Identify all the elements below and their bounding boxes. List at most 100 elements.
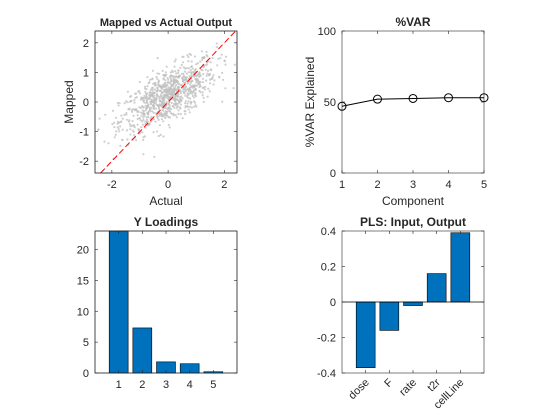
- scatter-point: [161, 85, 164, 88]
- scatter-point: [152, 95, 155, 98]
- bar: [426, 273, 447, 303]
- scatter-point: [133, 101, 136, 104]
- bar: [403, 301, 423, 306]
- x-axis-label: Actual: [149, 194, 182, 208]
- scatter-point: [119, 125, 122, 128]
- scatter-point: [111, 109, 115, 112]
- scatter-point: [177, 109, 180, 112]
- x-tick-label: 4: [445, 179, 451, 191]
- scatter-point: [129, 100, 132, 103]
- scatter-point: [166, 89, 169, 92]
- scatter-point: [190, 80, 193, 83]
- scatter-point: [151, 88, 154, 92]
- scatter-point: [129, 128, 132, 131]
- scatter-point: [125, 129, 129, 132]
- scatter-point: [142, 113, 145, 116]
- scatter-point: [164, 79, 167, 82]
- scatter-point: [141, 96, 144, 100]
- scatter-point: [138, 92, 142, 95]
- scatter-point: [170, 74, 174, 77]
- scatter-point: [136, 123, 139, 126]
- scatter-point: [167, 95, 170, 98]
- scatter-point: [169, 83, 172, 86]
- y-tick-label: 0.2: [321, 262, 336, 274]
- scatter-point: [204, 85, 207, 88]
- scatter-point: [129, 133, 132, 136]
- scatter-point: [195, 63, 198, 66]
- scatter-point: [181, 90, 185, 93]
- scatter-point: [175, 84, 178, 87]
- scatter-point: [163, 96, 166, 99]
- scatter-point: [137, 90, 140, 93]
- scatter-point: [158, 72, 161, 75]
- scatter-point: [128, 95, 132, 98]
- scatter-point: [144, 107, 148, 110]
- scatter-point: [190, 60, 193, 63]
- scatter-point: [126, 138, 129, 141]
- scatter-point: [172, 81, 175, 85]
- scatter-point: [184, 100, 187, 103]
- scatter-point: [145, 118, 149, 121]
- scatter-point: [107, 142, 110, 145]
- scatter-point: [184, 110, 187, 113]
- scatter-point: [157, 104, 160, 107]
- scatter-point: [172, 112, 175, 115]
- scatter-point: [156, 115, 159, 118]
- scatter-point: [177, 82, 180, 85]
- scatter-point: [147, 103, 150, 106]
- scatter-point: [204, 68, 207, 71]
- scatter-point: [145, 92, 148, 95]
- scatter-point: [159, 93, 163, 96]
- scatter-point: [133, 134, 136, 137]
- scatter-point: [201, 58, 204, 61]
- scatter-point: [154, 99, 157, 102]
- scatter-point: [152, 82, 155, 85]
- scatter-point: [176, 95, 179, 98]
- scatter-point: [177, 69, 180, 72]
- scatter-point: [156, 77, 159, 80]
- scatter-point: [182, 55, 185, 58]
- scatter-point: [168, 126, 171, 129]
- scatter-point: [147, 116, 150, 119]
- scatter-point: [187, 108, 190, 111]
- scatter-point: [169, 76, 172, 79]
- scatter-point: [220, 53, 223, 56]
- scatter-point: [169, 95, 172, 99]
- scatter-point: [168, 109, 171, 112]
- scatter-point: [159, 89, 162, 92]
- scatter-point: [139, 111, 143, 114]
- scatter-point: [179, 96, 182, 99]
- scatter-point: [142, 116, 145, 119]
- scatter-point: [194, 92, 197, 95]
- x-tick-label: t2r: [425, 376, 443, 394]
- scatter-point: [142, 153, 145, 156]
- scatter-point: [195, 78, 198, 81]
- scatter-point: [211, 77, 214, 80]
- scatter-point: [192, 100, 196, 103]
- scatter-point: [163, 85, 166, 88]
- scatter-point: [181, 61, 185, 64]
- scatter-point: [152, 131, 155, 134]
- scatter-point: [128, 123, 132, 126]
- x-tick-label: 3: [410, 179, 416, 191]
- scatter-point: [155, 90, 158, 93]
- scatter-point: [146, 124, 149, 127]
- scatter-point: [192, 90, 195, 93]
- scatter-point: [162, 78, 165, 81]
- scatter-point: [195, 105, 198, 108]
- scatter-point: [177, 80, 180, 83]
- chart-title: Y Loadings: [134, 215, 199, 229]
- scatter-point: [198, 80, 201, 83]
- scatter-point: [164, 71, 167, 74]
- scatter-point: [111, 123, 114, 126]
- scatter-point: [167, 86, 170, 89]
- scatter-point: [175, 75, 178, 78]
- scatter-point: [168, 89, 171, 92]
- y-tick-label: 0: [83, 97, 89, 109]
- scatter-point: [132, 108, 135, 111]
- scatter-point: [147, 82, 150, 85]
- scatter-point: [159, 100, 162, 103]
- scatter-point: [144, 87, 147, 90]
